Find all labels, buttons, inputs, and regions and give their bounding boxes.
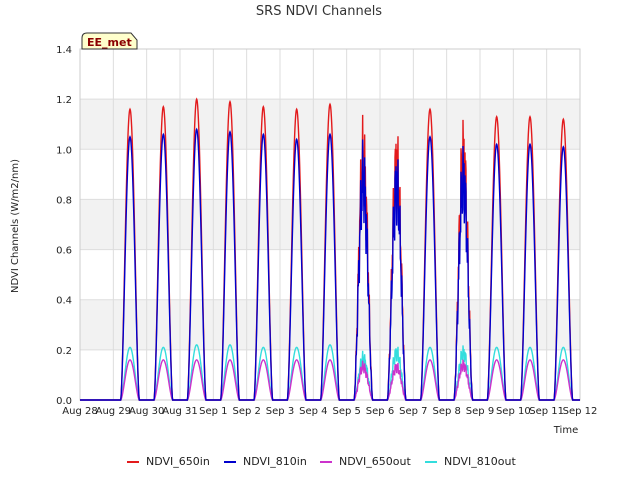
y-axis-label: NDVI Channels (W/m2/nm) xyxy=(10,159,21,293)
legend: NDVI_650in NDVI_810in NDVI_650out NDVI_810o… xyxy=(127,455,516,468)
y-tick-labels: 0.0 0.2 0.4 0.6 0.8 1.0 1.2 1.4 xyxy=(56,45,72,407)
background-bands xyxy=(80,49,580,400)
x-tick-label: Sep 6 xyxy=(366,406,394,417)
x-tick-label: Sep 3 xyxy=(266,406,294,417)
y-tick-label: 0.2 xyxy=(56,346,72,357)
x-tick-label: Aug 31 xyxy=(162,406,197,417)
y-tick-label: 0.4 xyxy=(56,296,72,307)
y-tick-label: 0.0 xyxy=(56,396,72,407)
x-tick-label: Sep 1 xyxy=(199,406,227,417)
badge-label: EE_met xyxy=(87,36,132,49)
x-tick-label: Sep 9 xyxy=(466,406,494,417)
x-tick-label: Sep 7 xyxy=(399,406,427,417)
band xyxy=(80,199,580,250)
band xyxy=(80,299,580,350)
plot-frame xyxy=(79,48,581,401)
legend-label: NDVI_650in xyxy=(146,455,210,468)
y-tick-label: 0.6 xyxy=(56,246,72,257)
legend-label: NDVI_810out xyxy=(444,455,516,468)
y-tick-label: 1.2 xyxy=(56,95,72,106)
series-line-ndvi-810out xyxy=(80,344,580,401)
x-tick-label: Sep 8 xyxy=(432,406,460,417)
x-tick-label: Sep 5 xyxy=(332,406,360,417)
legend-label: NDVI_650out xyxy=(339,455,411,468)
x-tick-label: Sep 2 xyxy=(232,406,260,417)
series-layer xyxy=(80,97,580,401)
series-line-ndvi-810in xyxy=(80,127,580,401)
series-line-ndvi-650out xyxy=(80,359,580,401)
x-axis-label: Time xyxy=(553,425,578,436)
x-tick-label: Aug 29 xyxy=(96,406,131,417)
chart-title: SRS NDVI Channels xyxy=(256,4,382,19)
x-tick-label: Sep 4 xyxy=(299,406,327,417)
x-tick-label: Aug 28 xyxy=(62,406,97,417)
y-tick-label: 1.0 xyxy=(56,145,72,156)
y-tick-label: 0.8 xyxy=(56,195,72,206)
x-tick-label: Sep 11 xyxy=(529,406,564,417)
legend-label: NDVI_810in xyxy=(243,455,307,468)
series-line-ndvi-650in xyxy=(80,97,580,401)
x-tick-label: Sep 12 xyxy=(563,406,598,417)
x-tick-label: Aug 30 xyxy=(129,406,164,417)
ee-met-badge: EE_met xyxy=(81,32,138,50)
y-tick-label: 1.4 xyxy=(56,45,72,56)
x-tick-label: Sep 10 xyxy=(496,406,531,417)
